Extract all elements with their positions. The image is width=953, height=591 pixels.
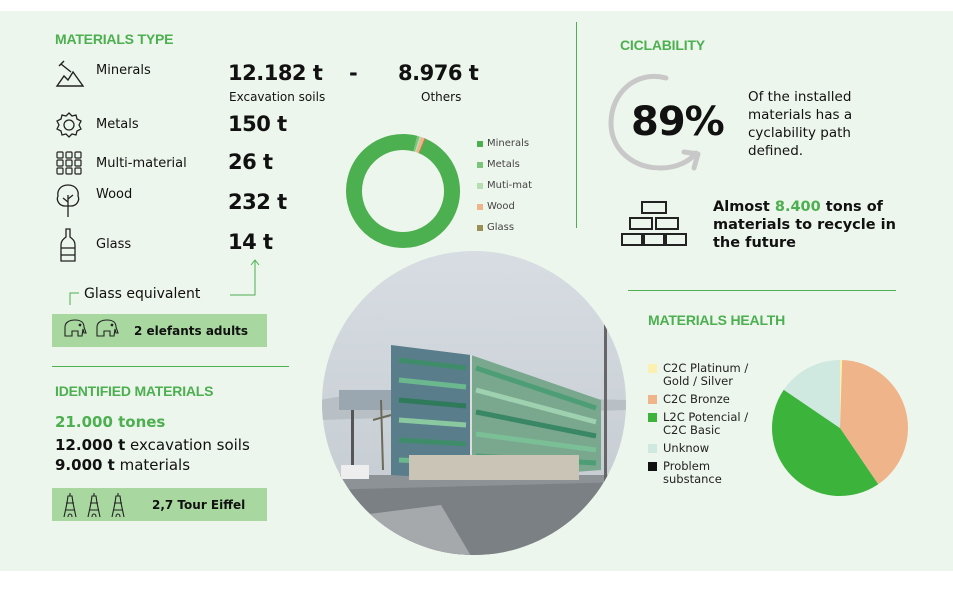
future-number: 8.400: [774, 199, 821, 215]
elephant-icon: [62, 318, 88, 343]
legend-swatch: [477, 224, 483, 231]
legend-swatch: [477, 182, 483, 189]
eiffel-tower-icon: [63, 492, 77, 517]
metals-value: 150 t: [228, 112, 287, 136]
identified-line-excavation: 12.000 t excavation soils: [55, 436, 250, 454]
identified-title: IDENTIFIED MATERIALS: [55, 383, 214, 399]
legend-label: Problem substance: [663, 459, 722, 486]
multi-material-value: 26 t: [228, 150, 273, 174]
grid-icon: [56, 151, 82, 175]
recycle-arrow-icon: [608, 74, 701, 171]
health-legend-problem: Problem substance: [648, 460, 768, 486]
legend-label: L2C Potencial / C2C Basic: [663, 410, 749, 437]
ciclability-description: Of the installed materials has a cyclabi…: [748, 89, 853, 159]
elephants-text: 2 elefants adults: [134, 323, 249, 338]
minerals-value-excavation: 12.182 t: [228, 61, 323, 85]
legend-label: Muti-mat: [487, 180, 533, 191]
pie-slice-platinum: [840, 360, 843, 428]
materials-health-pie: [772, 360, 908, 496]
wood-value: 232 t: [228, 190, 287, 214]
legend-item-minerals: Minerals: [477, 133, 532, 154]
health-title: MATERIALS HEALTH: [648, 312, 786, 328]
elephant-icon: [94, 318, 120, 343]
donut-slice-minerals: [346, 134, 460, 248]
vertical-divider: [576, 22, 577, 228]
multi-material-label: Multi-material: [96, 156, 187, 171]
donut-legend: Minerals Metals Muti-mat Wood Glass: [477, 133, 532, 238]
health-legend-bronze: C2C Bronze: [648, 393, 768, 406]
legend-swatch: [477, 203, 483, 210]
recycle-future-text: Almost 8.400 tons of materials to recycl…: [713, 198, 908, 252]
health-legend-platinum: C2C Platinum / Gold / Silver: [648, 362, 768, 388]
pie-slice-bronze: [840, 360, 908, 485]
legend-label: Glass: [487, 222, 515, 233]
ciclability-percent: 89%: [631, 99, 725, 145]
materials-amount: 9.000 t: [55, 456, 115, 474]
future-post: tons of materials to recycle in the futu…: [713, 199, 896, 251]
legend-label: Minerals: [487, 138, 530, 149]
wood-label: Wood: [96, 187, 133, 202]
health-legend-unknow: Unknow: [648, 442, 768, 455]
excavation-text: excavation soils: [125, 436, 250, 454]
pie-slice-unknow: [783, 360, 840, 428]
identified-total: 21.000 tones: [55, 413, 166, 431]
excavation-soils-label: Excavation soils: [229, 90, 326, 104]
legend-swatch: [477, 140, 483, 147]
glass-equivalent-connector: [69, 259, 260, 305]
health-legend-l2c: L2C Potencial / C2C Basic: [648, 411, 768, 437]
minerals-icon: [55, 58, 85, 88]
legend-item-glass: Glass: [477, 217, 532, 238]
legend-item-multimat: Muti-mat: [477, 175, 532, 196]
gear-icon: [54, 110, 84, 140]
eiffel-bar: 2,7 Tour Eiffel: [52, 488, 267, 521]
health-legend: C2C Platinum / Gold / Silver C2C Bronze …: [648, 362, 768, 486]
elephants-bar: 2 elefants adults: [52, 314, 267, 347]
glass-label: Glass: [96, 237, 132, 252]
metals-label: Metals: [96, 117, 139, 132]
legend-item-wood: Wood: [477, 196, 532, 217]
ciclability-title: CICLABILITY: [620, 37, 705, 53]
legend-item-metals: Metals: [477, 154, 532, 175]
building-photo: [322, 251, 626, 555]
legend-swatch: [648, 413, 657, 422]
legend-label: C2C Platinum / Gold / Silver: [663, 361, 749, 388]
materials-type-title: MATERIALS TYPE: [55, 31, 174, 47]
materials-text: materials: [114, 456, 191, 474]
legend-swatch: [648, 395, 657, 404]
legend-swatch: [477, 161, 483, 168]
future-pre: Almost: [713, 199, 775, 215]
donut-slice-wood: [415, 136, 425, 154]
donut-slice-metals: [413, 135, 420, 152]
legend-label: Metals: [487, 159, 520, 170]
bricks-icon: [621, 201, 687, 246]
right-divider: [628, 290, 896, 291]
left-divider: [52, 366, 289, 367]
tree-icon: [54, 183, 82, 219]
pie-slice-l2c: [772, 389, 879, 496]
bottle-icon: [60, 228, 76, 262]
others-label: Others: [421, 90, 462, 104]
eiffel-text: 2,7 Tour Eiffel: [152, 497, 246, 512]
identified-line-materials: 9.000 t materials: [55, 456, 190, 474]
minerals-value-others: 8.976 t: [398, 61, 479, 85]
eiffel-tower-icon: [87, 492, 101, 517]
legend-label: Unknow: [663, 441, 710, 455]
legend-swatch: [648, 364, 657, 373]
legend-swatch: [648, 462, 657, 471]
materials-donut-chart: [346, 134, 460, 248]
glass-value: 14 t: [228, 230, 273, 254]
eiffel-tower-icon: [111, 492, 125, 517]
minerals-label: Minerals: [96, 63, 151, 78]
legend-label: C2C Bronze: [663, 392, 730, 406]
minerals-dash: -: [349, 61, 358, 85]
excavation-amount: 12.000 t: [55, 436, 126, 454]
legend-swatch: [648, 444, 657, 453]
legend-label: Wood: [487, 201, 515, 212]
glass-equivalent-label: Glass equivalent: [84, 286, 201, 302]
